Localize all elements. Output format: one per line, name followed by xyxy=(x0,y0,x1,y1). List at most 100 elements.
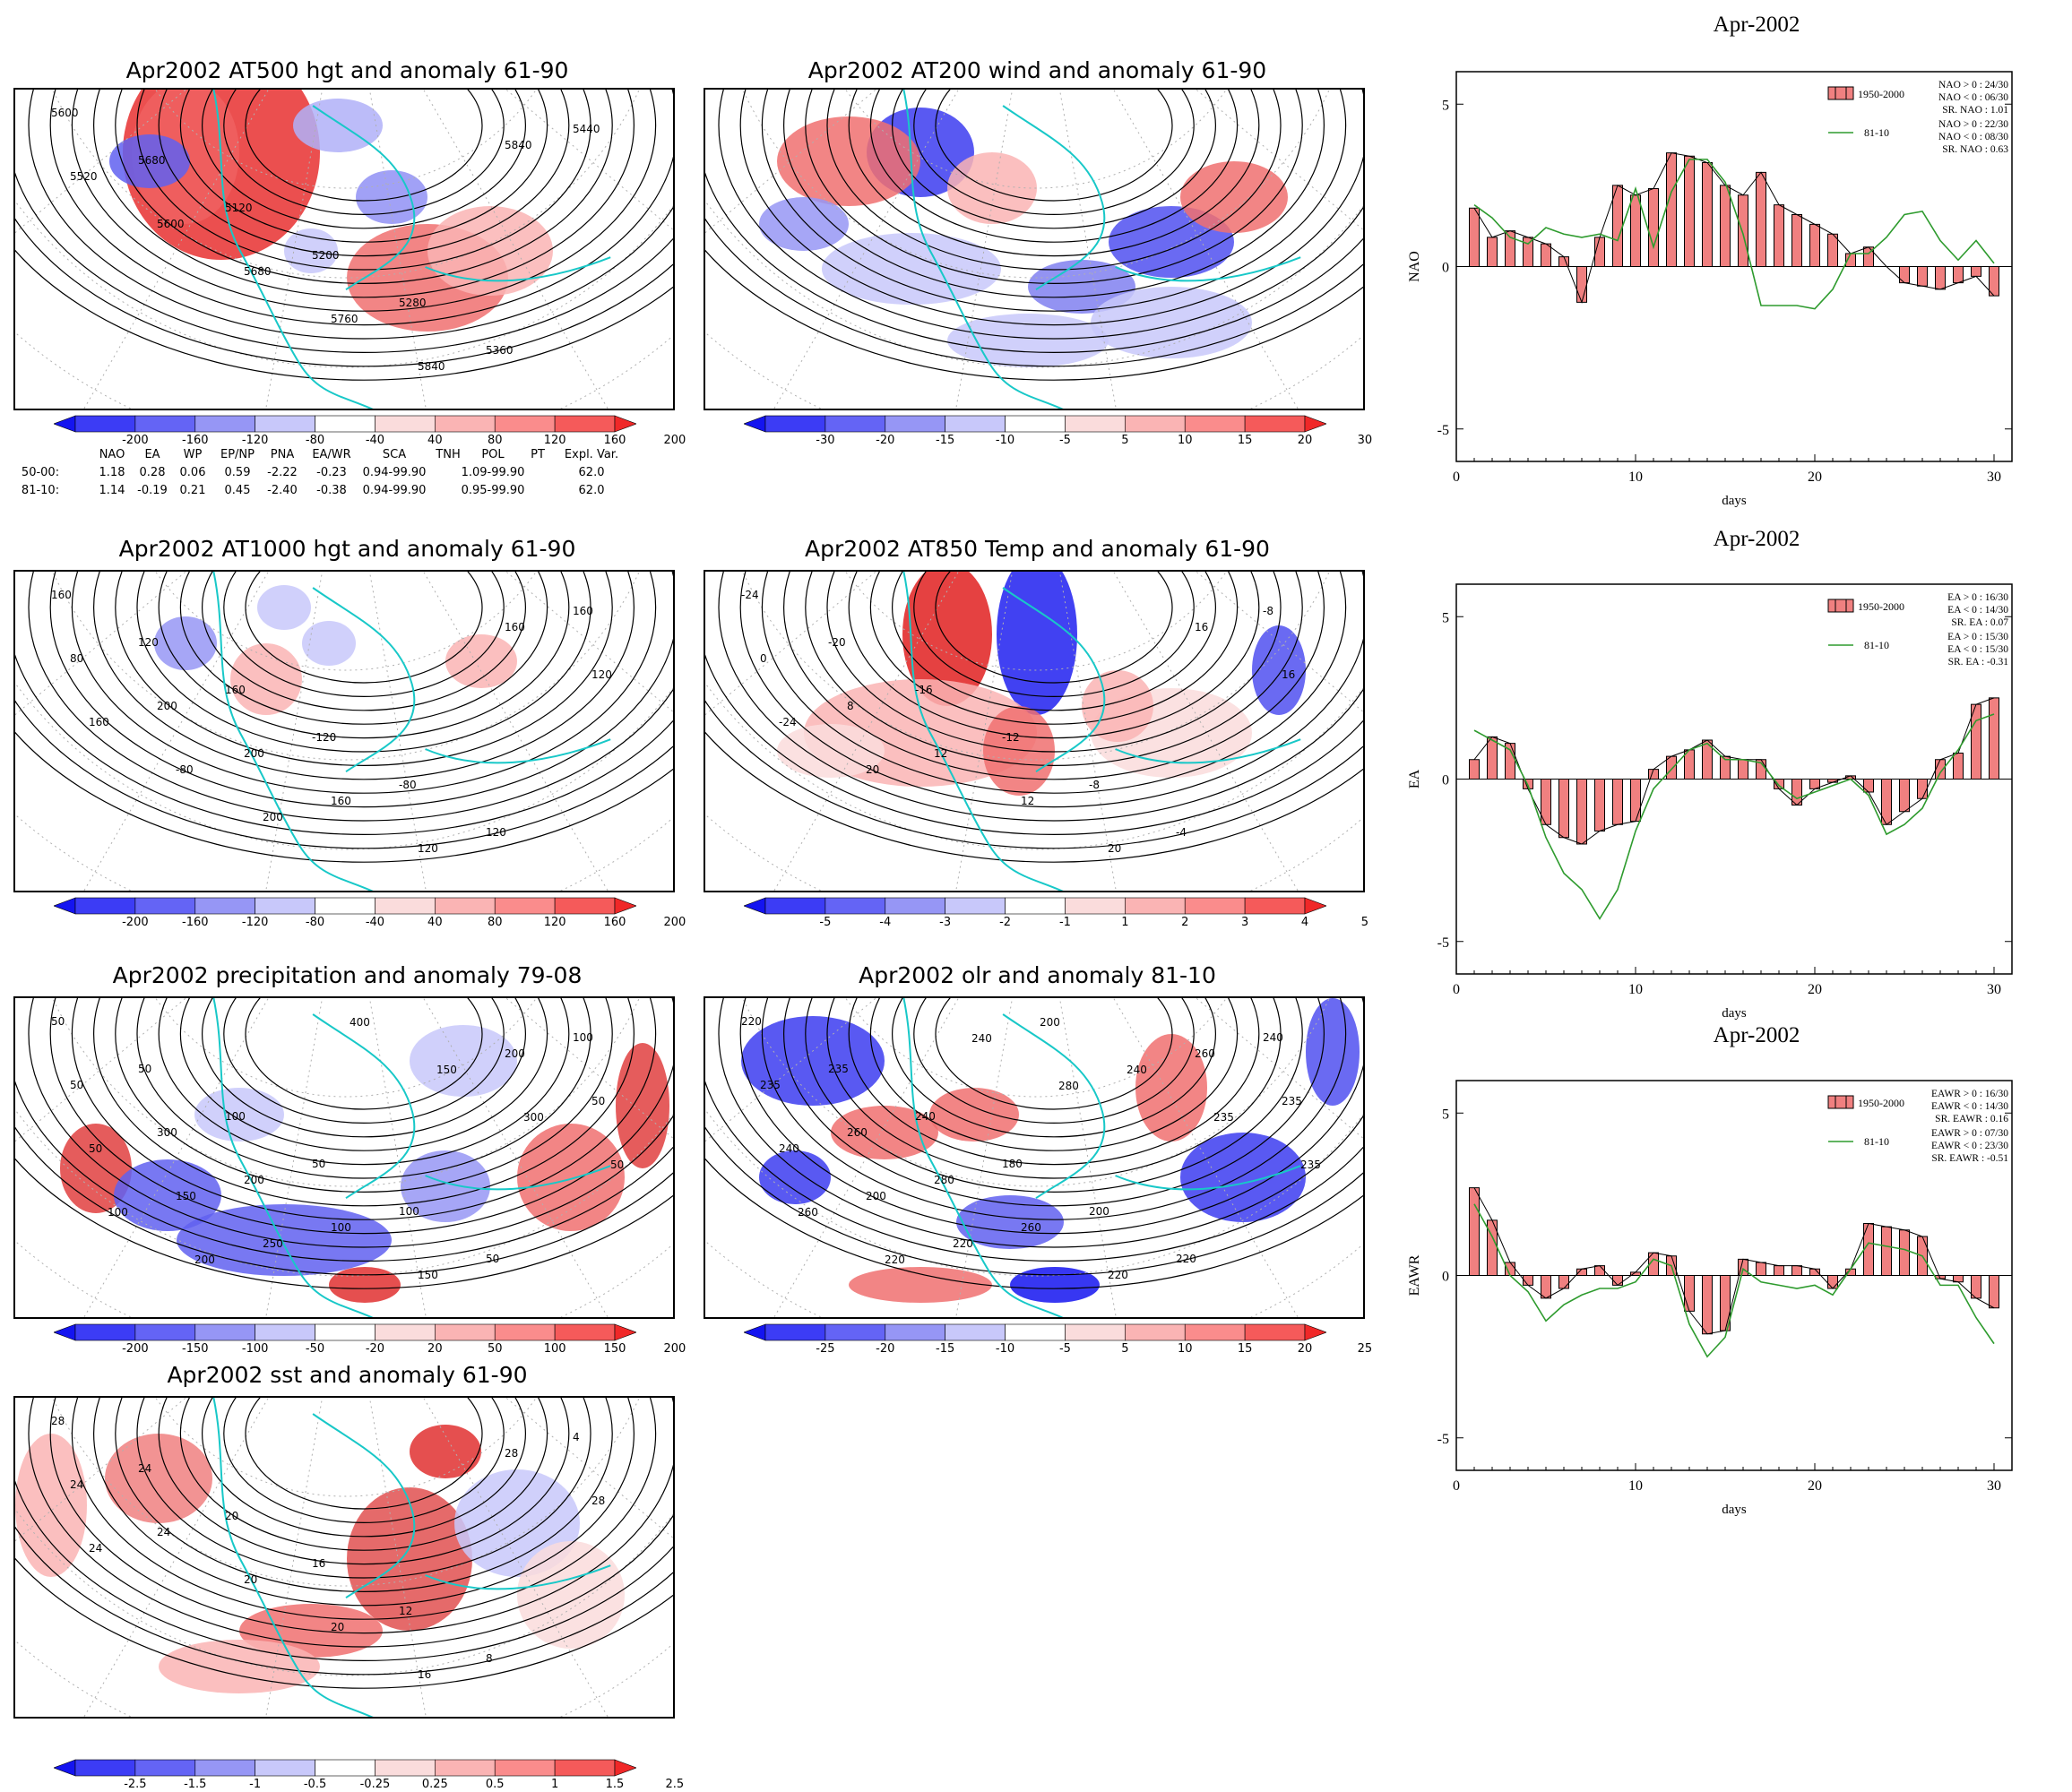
series-line-81-10 xyxy=(1473,159,1995,310)
coastline-atlantic xyxy=(1115,1165,1301,1191)
meridian-line xyxy=(773,998,959,1317)
contour-label: 50 xyxy=(51,1015,65,1028)
contour-line xyxy=(705,700,1363,849)
anomaly-region xyxy=(616,1043,669,1168)
contour-label: -8 xyxy=(1089,779,1100,791)
contour-label: 5840 xyxy=(505,139,532,151)
anomaly-region xyxy=(410,1025,517,1097)
x-tick-label: 30 xyxy=(1987,470,2001,485)
index-value-cell: -0.23 xyxy=(316,466,347,479)
colorbar-segment xyxy=(554,1759,616,1777)
contour-label: 12 xyxy=(934,747,947,760)
coastline-americas xyxy=(212,572,374,891)
y-axis-label: EAWR xyxy=(1407,1254,1422,1296)
contour-line xyxy=(28,1398,673,1648)
colorbar-tick-label: -0.25 xyxy=(359,1778,391,1791)
anomaly-region xyxy=(759,1150,831,1204)
bar-nao-day-3 xyxy=(1505,230,1515,267)
index-value-cell: -0.19 xyxy=(137,484,168,497)
contour-line xyxy=(705,653,1363,835)
meridian-line xyxy=(773,90,959,409)
bar-nao-day-12 xyxy=(1666,152,1677,267)
coastline-americas xyxy=(902,998,1064,1317)
colorbar-tick-label: 1 xyxy=(1121,916,1129,929)
map-frame-m850: -24 -20 -16 -12 -8 -4 -8 0 8 12 12 20 16 16 -24 20 xyxy=(704,570,1365,892)
colorbar-m500 xyxy=(53,414,637,434)
index-value-cell: 0.28 xyxy=(139,466,166,479)
colorbar-segment xyxy=(945,897,1006,915)
bar-ea-day-1 xyxy=(1469,759,1480,780)
contour-label: 160 xyxy=(505,621,525,633)
contour-line xyxy=(892,998,1216,1138)
colorbar-labels-m200: -30 -20 -15 -10 -5 5 10 15 20 30 xyxy=(744,434,1372,448)
colorbar-tick-label: 5 xyxy=(1121,434,1129,447)
contour-label: 16 xyxy=(418,1668,431,1681)
contour-line xyxy=(705,1158,1363,1289)
colorbar-segment xyxy=(885,897,945,915)
contour-label: 200 xyxy=(1040,1016,1060,1029)
colorbar-tick-label: -0.5 xyxy=(303,1778,327,1791)
contour-label: 8 xyxy=(486,1652,493,1665)
colorbar-segment xyxy=(614,897,637,915)
contour-line xyxy=(15,249,673,381)
colorbar-tick-label: 150 xyxy=(603,1342,626,1356)
y-tick-label: 5 xyxy=(1442,610,1449,625)
colorbar-m1000 xyxy=(53,896,637,916)
contour-line xyxy=(705,171,1363,353)
contour-label: 150 xyxy=(436,1064,457,1076)
contour-label: 5760 xyxy=(331,313,358,325)
anomaly-region xyxy=(15,1434,87,1577)
meridian-line xyxy=(423,90,609,409)
colorbar-tick-label: 20 xyxy=(1297,434,1313,447)
legend-note: SR. NAO : 1.01 xyxy=(1942,105,2008,116)
contour-line xyxy=(179,1398,548,1551)
colorbar-tick-label: -20 xyxy=(876,434,895,447)
coastline-americas xyxy=(212,1398,374,1717)
colorbar-segment xyxy=(494,1759,556,1777)
latitude-circle xyxy=(742,90,1330,279)
colorbar-segment xyxy=(743,1323,766,1341)
meridian-line xyxy=(955,90,1014,409)
colorbar-tick-label: 1.5 xyxy=(605,1778,625,1791)
legend-swatch-bar xyxy=(1827,86,1854,100)
bar-eawr-day-5 xyxy=(1541,1275,1551,1299)
contour-line xyxy=(705,218,1363,367)
contour-line xyxy=(718,572,1363,822)
colorbar-tick-label: 25 xyxy=(1357,1342,1373,1356)
anomaly-region xyxy=(154,616,217,670)
bar-nao-day-27 xyxy=(1935,266,1946,290)
contour-line xyxy=(935,572,1173,684)
contour-label: 160 xyxy=(331,795,351,807)
bar-eawr-day-8 xyxy=(1594,1265,1605,1276)
colorbar-tick-label: -50 xyxy=(305,1342,325,1356)
colorbar-tick-label: 40 xyxy=(427,434,443,447)
bar-eawr-day-24 xyxy=(1881,1226,1892,1276)
colorbar-segment xyxy=(494,415,556,433)
coastlines xyxy=(212,572,611,891)
contour-line xyxy=(892,572,1216,711)
colorbar-tick-label: 10 xyxy=(1177,1342,1193,1356)
contour-line xyxy=(28,572,673,822)
colorbar-tick-label: -160 xyxy=(182,434,209,447)
bar-nao-day-9 xyxy=(1612,185,1623,267)
contour-label: 235 xyxy=(1213,1111,1234,1124)
map-canvas-m1000: 160 120 160 -120 -80 120 160 80 200 200 160 120 160 1… xyxy=(15,572,673,891)
bar-ea-day-25 xyxy=(1899,779,1910,813)
index-header-cell: POL xyxy=(481,448,505,461)
contour-line xyxy=(826,998,1282,1179)
map-title-mpre: Apr2002 precipitation and anomaly 79-08 xyxy=(112,962,583,988)
colorbar-tick-label: -40 xyxy=(365,434,385,447)
contour-line xyxy=(202,1398,526,1538)
contour-lines xyxy=(705,90,1363,381)
bar-eawr-day-25 xyxy=(1899,1229,1910,1276)
coastline-east xyxy=(1002,587,1106,773)
contour-label: 20 xyxy=(1108,842,1121,855)
colorbar-segment xyxy=(1125,897,1186,915)
contour-label: 200 xyxy=(1089,1205,1109,1218)
anomaly-region xyxy=(759,197,849,251)
contour-label: 300 xyxy=(523,1111,544,1124)
index-header-cell: EA xyxy=(144,448,160,461)
index-value-cell: -0.38 xyxy=(316,484,347,497)
coastline-east xyxy=(1002,1013,1106,1200)
anomaly-shading xyxy=(759,108,1288,367)
